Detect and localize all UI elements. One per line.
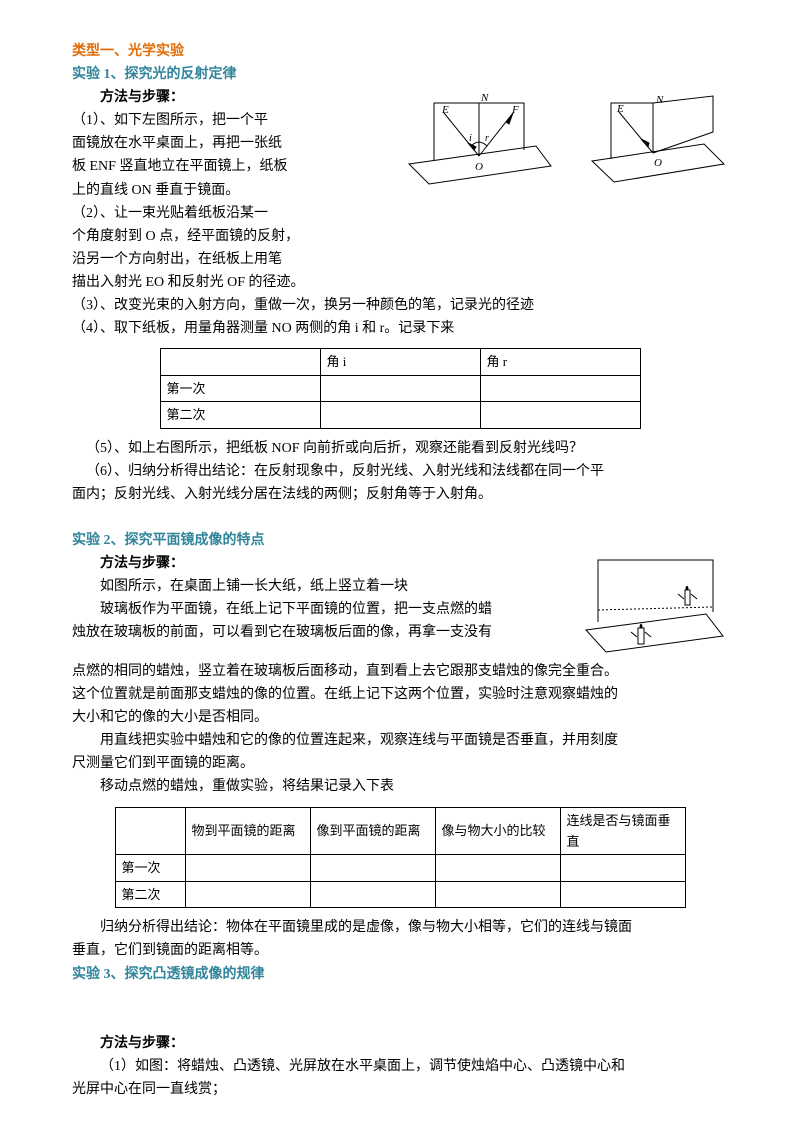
table-cell: 物到平面镜的距离 bbox=[185, 807, 310, 855]
exp1-title: 实验 1、探究光的反射定律 bbox=[72, 63, 728, 86]
exp2-p3b: 尺测量它们到平面镜的距离。 bbox=[72, 752, 728, 775]
exp1-step2c: 沿另一个方向射出，在纸板上用笔 bbox=[72, 248, 728, 271]
exp1-step4: （4）、取下纸板，用量角器测量 NO 两侧的角 i 和 r。记录下来 bbox=[72, 317, 728, 340]
exp3-p1b: 光屏中心在同一直线赏； bbox=[72, 1078, 728, 1101]
exp2-diagram bbox=[578, 552, 728, 660]
table-cell bbox=[320, 402, 480, 428]
diagram2-label-N: N bbox=[655, 94, 664, 106]
table-cell bbox=[185, 881, 310, 907]
diagram-label-O: O bbox=[475, 161, 483, 173]
exp2-conc1: 归纳分析得出结论：物体在平面镜里成的是虚像，像与物大小相等，它们的连线与镜面 bbox=[72, 916, 728, 939]
exp1-step2d: 描出入射光 EO 和反射光 OF 的径迹。 bbox=[72, 271, 728, 294]
exp1-step2a: （2）、让一束光贴着纸板沿某一 bbox=[72, 202, 728, 225]
exp1-step6b: 面内；反射光线、入射光线分居在法线的两侧；反射角等于入射角。 bbox=[72, 483, 728, 506]
diagram-reflection-left: E N F O i r bbox=[401, 86, 556, 186]
table-cell: 角 r bbox=[480, 349, 640, 375]
section-heading: 类型一、光学实验 bbox=[72, 40, 728, 63]
table-cell: 第二次 bbox=[160, 402, 320, 428]
table-cell: 像与物大小的比较 bbox=[435, 807, 560, 855]
exp2-table: 物到平面镜的距离 像到平面镜的距离 像与物大小的比较 连线是否与镜面垂直 第一次… bbox=[115, 807, 686, 909]
diagram-reflection-right: E N O bbox=[586, 86, 728, 186]
table-cell bbox=[480, 402, 640, 428]
exp3-method-label: 方法与步骤： bbox=[72, 1032, 728, 1055]
diagram-label-r: r bbox=[485, 133, 489, 144]
exp2-p2c: 点燃的相同的蜡烛，竖立着在玻璃板后面移动，直到看上去它跟那支蜡烛的像完全重合。 bbox=[72, 660, 728, 683]
exp2-p2e: 大小和它的像的大小是否相同。 bbox=[72, 706, 728, 729]
exp1-step3: （3）、改变光束的入射方向，重做一次，换另一种颜色的笔，记录光的径迹 bbox=[72, 294, 728, 317]
exp1-table: 角 i 角 r 第一次 第二次 bbox=[160, 348, 641, 428]
diagram2-label-O: O bbox=[654, 157, 662, 169]
exp1-step2b: 个角度射到 O 点，经平面镜的反射， bbox=[72, 225, 728, 248]
diagram-label-N: N bbox=[480, 92, 489, 104]
exp2-p2d: 这个位置就是前面那支蜡烛的像的位置。在纸上记下这两个位置，实验时注意观察蜡烛的 bbox=[72, 683, 728, 706]
table-cell bbox=[560, 881, 685, 907]
exp1-step6a: （6）、归纳分析得出结论：在反射现象中，反射光线、入射光线和法线都在同一个平 bbox=[72, 460, 728, 483]
table-cell: 第二次 bbox=[115, 881, 185, 907]
table-cell bbox=[185, 855, 310, 881]
exp1-diagrams: E N F O i r E N O bbox=[401, 86, 728, 186]
table-cell bbox=[560, 855, 685, 881]
table-cell bbox=[320, 375, 480, 401]
table-cell: 第一次 bbox=[115, 855, 185, 881]
table-cell bbox=[310, 881, 435, 907]
exp2-title: 实验 2、探究平面镜成像的特点 bbox=[72, 529, 728, 552]
diagram2-label-E: E bbox=[616, 103, 624, 115]
table-cell bbox=[435, 881, 560, 907]
table-cell bbox=[435, 855, 560, 881]
table-cell bbox=[160, 349, 320, 375]
table-cell: 像到平面镜的距离 bbox=[310, 807, 435, 855]
diagram-label-E: E bbox=[441, 104, 449, 116]
table-cell bbox=[310, 855, 435, 881]
exp1-step5: （5）、如上右图所示，把纸板 NOF 向前折或向后折，观察还能看到反射光线吗？ bbox=[72, 437, 728, 460]
diagram-label-F: F bbox=[511, 104, 519, 116]
table-cell: 角 i bbox=[320, 349, 480, 375]
exp2-p3a: 用直线把实验中蜡烛和它的像的位置连起来，观察连线与平面镜是否垂直，并用刻度 bbox=[72, 729, 728, 752]
exp2-conc2: 垂直，它们到镜面的距离相等。 bbox=[72, 939, 728, 962]
table-cell: 第一次 bbox=[160, 375, 320, 401]
exp3-p1a: （1）如图：将蜡烛、凸透镜、光屏放在水平桌面上，调节使烛焰中心、凸透镜中心和 bbox=[72, 1055, 728, 1078]
exp3-title: 实验 3、探究凸透镜成像的规律 bbox=[72, 963, 728, 986]
table-cell bbox=[115, 807, 185, 855]
diagram-label-i: i bbox=[469, 133, 472, 144]
table-cell: 连线是否与镜面垂直 bbox=[560, 807, 685, 855]
table-cell bbox=[480, 375, 640, 401]
diagram-mirror-image bbox=[578, 552, 728, 660]
exp2-p4: 移动点燃的蜡烛，重做实验，将结果记录入下表 bbox=[72, 775, 728, 798]
